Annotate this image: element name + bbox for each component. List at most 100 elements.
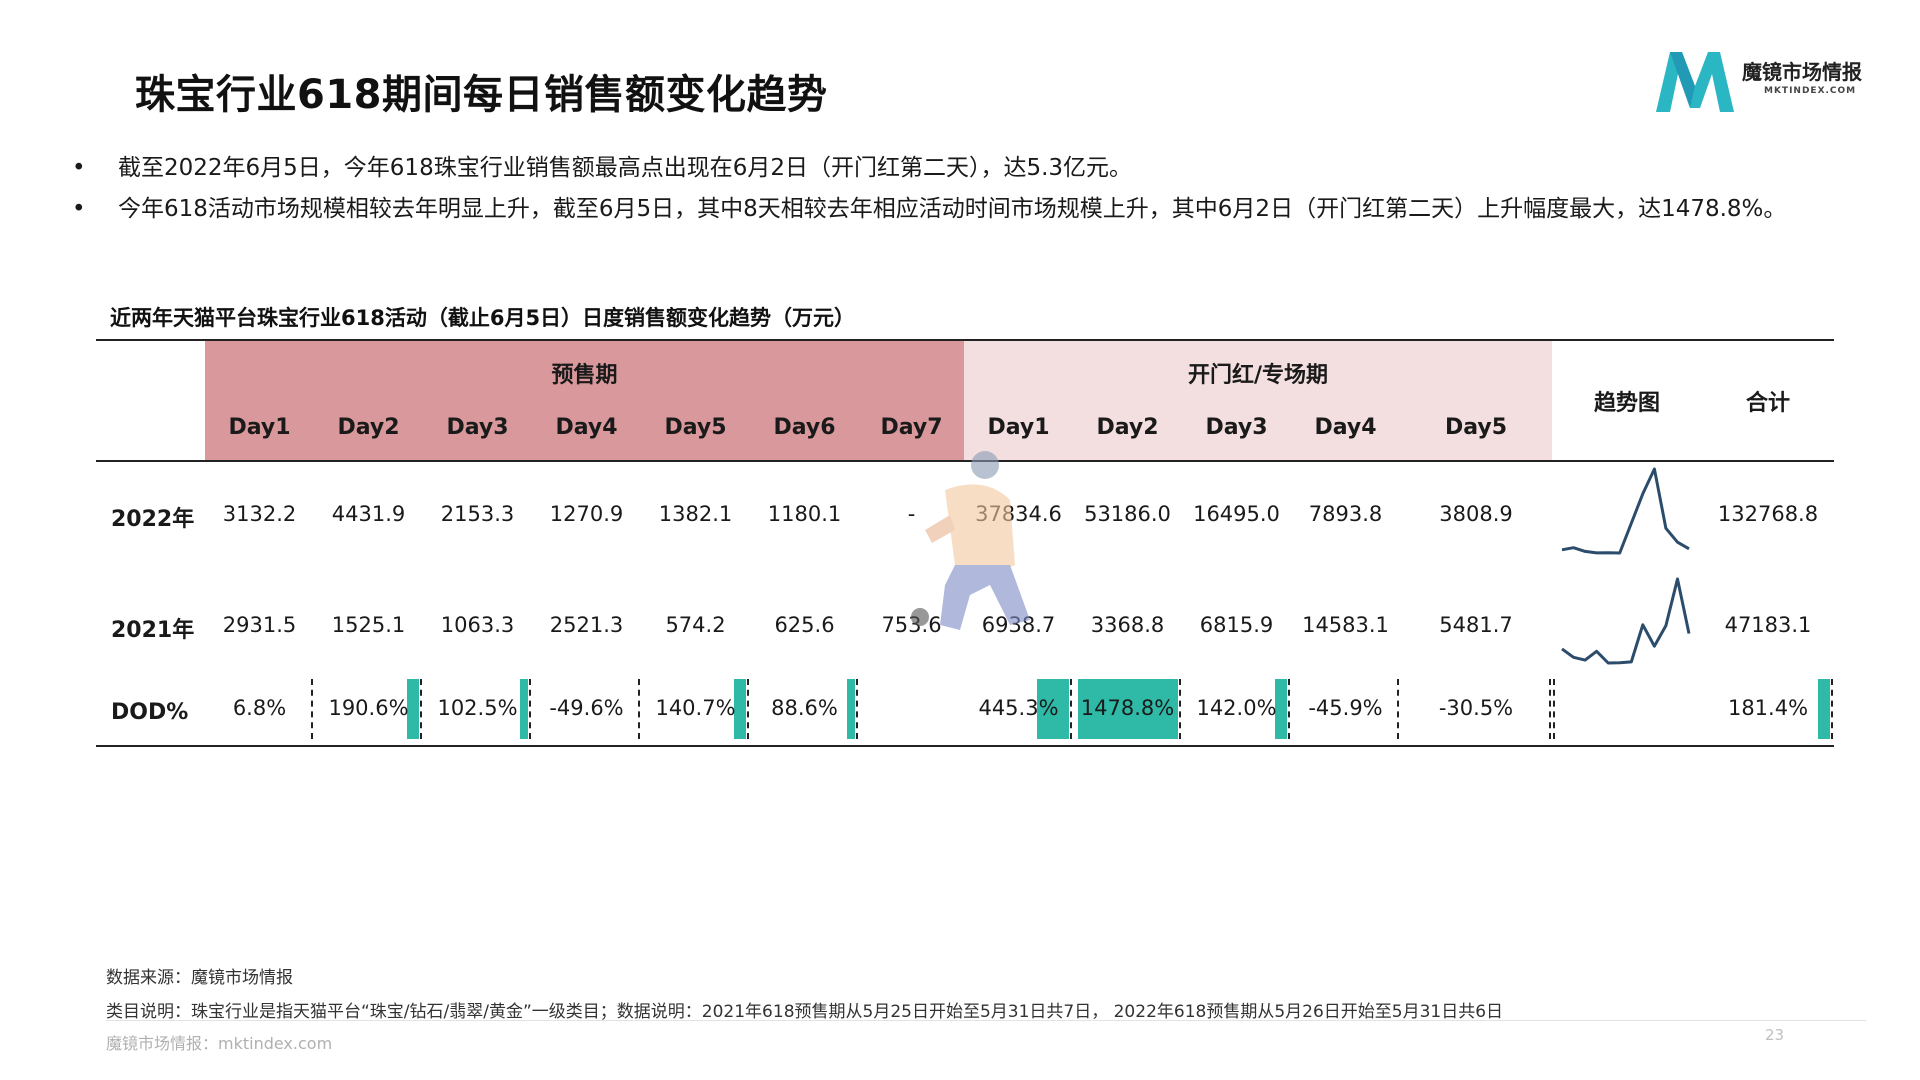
page-title: 珠宝行业618期间每日销售额变化趋势 <box>135 72 828 118</box>
dod-value: 102.5% <box>437 696 518 720</box>
logo-name: 魔镜市场情报 <box>1742 60 1862 84</box>
dod-cell: 181.4% <box>1702 679 1834 739</box>
value-cell: - <box>907 502 916 526</box>
day-header-presale: Day7 <box>880 415 943 440</box>
runner-watermark-icon <box>911 451 1030 630</box>
logo-m-icon <box>1656 52 1734 112</box>
opening-band <box>964 341 1552 462</box>
value-cell: 4431.9 <box>331 502 406 526</box>
dod-cell: 88.6% <box>750 679 859 739</box>
dod-cell: 6.8% <box>205 679 314 739</box>
dod-separator <box>1070 679 1072 739</box>
dod-bar <box>1037 679 1069 739</box>
sparkline-2021 <box>1561 577 1691 665</box>
dod-bar <box>847 679 855 739</box>
table-header-rule <box>96 460 1834 462</box>
bullet-text: 今年618活动市场规模相较去年明显上升，截至6月5日，其中8天相较去年相应活动时… <box>118 196 1787 222</box>
value-cell: 6815.9 <box>1199 613 1274 637</box>
dod-value: -30.5% <box>1438 696 1514 720</box>
day-header-presale: Day2 <box>337 415 400 440</box>
dod-separator <box>747 679 749 739</box>
bullet-item: • 截至2022年6月5日，今年618珠宝行业销售额最高点出现在6月2日（开门红… <box>72 148 1832 189</box>
day-header-presale: Day5 <box>664 415 727 440</box>
day-header-presale: Day6 <box>773 415 836 440</box>
dod-value: 6.8% <box>232 696 287 720</box>
dod-separator <box>1288 679 1290 739</box>
total-2021: 47183.1 <box>1724 613 1812 637</box>
footer-note: 类目说明：珠宝行业是指天猫平台“珠宝/钻石/翡翠/黄金”一级类目；数据说明：20… <box>106 1002 1504 1022</box>
total-2022: 132768.8 <box>1717 502 1819 526</box>
dod-cell: 140.7% <box>641 679 750 739</box>
day-header-presale: Day1 <box>228 415 291 440</box>
dod-separator <box>529 679 531 739</box>
day-header-presale: Day4 <box>555 415 618 440</box>
dod-cell: -45.9% <box>1291 679 1400 739</box>
row-label-dod: DOD% <box>111 700 189 725</box>
summary-bullets: • 截至2022年6月5日，今年618珠宝行业销售额最高点出现在6月2日（开门红… <box>72 148 1832 230</box>
value-cell: 1270.9 <box>549 502 624 526</box>
day-header-opening: Day4 <box>1314 415 1377 440</box>
row-label-2022: 2022年 <box>111 507 195 532</box>
dod-bar <box>520 679 528 739</box>
dod-separator <box>1553 679 1555 739</box>
page-number: 23 <box>1765 1026 1785 1044</box>
bullet-text: 截至2022年6月5日，今年618珠宝行业销售额最高点出现在6月2日（开门红第二… <box>118 155 1133 181</box>
dod-cell <box>859 679 964 739</box>
dod-cell: 190.6% <box>314 679 423 739</box>
dod-separator <box>1549 679 1551 739</box>
dod-value: 445.3% <box>978 696 1059 720</box>
total-header: 合计 <box>1745 391 1790 416</box>
dod-bar <box>1818 679 1830 739</box>
day-header-opening: Day3 <box>1205 415 1268 440</box>
dod-cell: 102.5% <box>423 679 532 739</box>
value-cell: 3808.9 <box>1439 502 1513 526</box>
logo-domain: MKTINDEX.COM <box>1764 86 1857 96</box>
value-cell: 3368.8 <box>1090 613 1165 637</box>
dod-value: 181.4% <box>1727 696 1809 720</box>
footer-source: 数据来源：魔镜市场情报 <box>106 968 293 988</box>
day-header-opening: Day1 <box>987 415 1050 440</box>
value-cell: 1180.1 <box>767 502 842 526</box>
value-cell: 574.2 <box>665 613 726 637</box>
value-cell: 1063.3 <box>440 613 515 637</box>
value-cell: 7893.8 <box>1308 502 1383 526</box>
trend-header: 趋势图 <box>1593 391 1660 416</box>
value-cell: 625.6 <box>774 613 835 637</box>
dod-value: 142.0% <box>1196 696 1277 720</box>
dod-separator <box>420 679 422 739</box>
sales-table: 预售期 开门红/专场期 趋势图 合计 Day1 Day2 Day3 Day4 Day5 D… <box>96 339 1834 747</box>
value-cell: 2931.5 <box>222 613 297 637</box>
presale-band <box>205 341 964 462</box>
dod-bar <box>1275 679 1287 739</box>
logo: 魔镜市场情报 MKTINDEX.COM <box>1652 46 1882 116</box>
day-header-opening: Day2 <box>1096 415 1159 440</box>
group-header-opening: 开门红/专场期 <box>1187 363 1329 388</box>
value-cell: 53186.0 <box>1084 502 1171 526</box>
sparkline-2021-line <box>1561 577 1691 665</box>
table-caption: 近两年天猫平台珠宝行业618活动（截止6月5日）日度销售额变化趋势（万元） <box>110 306 856 330</box>
dod-separator <box>1831 679 1833 739</box>
footer-divider <box>106 1020 1866 1021</box>
table-bottom-rule <box>96 745 1834 747</box>
bullet-dot-icon: • <box>72 155 86 181</box>
day-header-opening: Day5 <box>1444 415 1508 440</box>
value-cell: 2521.3 <box>549 613 624 637</box>
bullet-item: • 今年618活动市场规模相较去年明显上升，截至6月5日，其中8天相较去年相应活… <box>72 189 1832 230</box>
day-header-presale: Day3 <box>446 415 509 440</box>
dod-value: -45.9% <box>1308 696 1383 720</box>
dod-value: 88.6% <box>771 696 838 720</box>
dod-separator <box>311 679 313 739</box>
dod-separator <box>856 679 858 739</box>
dod-separator <box>1179 679 1181 739</box>
dod-bar <box>407 679 419 739</box>
dod-cell: 1478.8% <box>1073 679 1182 739</box>
value-cell: 5481.7 <box>1439 613 1513 637</box>
group-header-presale: 预售期 <box>551 363 618 388</box>
bullet-dot-icon: • <box>72 196 86 222</box>
dod-separator <box>1397 679 1399 739</box>
dod-cell: -30.5% <box>1400 679 1552 739</box>
row-label-2021: 2021年 <box>111 618 195 643</box>
value-cell: 1382.1 <box>658 502 733 526</box>
dod-separator <box>638 679 640 739</box>
dod-value: 190.6% <box>328 696 409 720</box>
